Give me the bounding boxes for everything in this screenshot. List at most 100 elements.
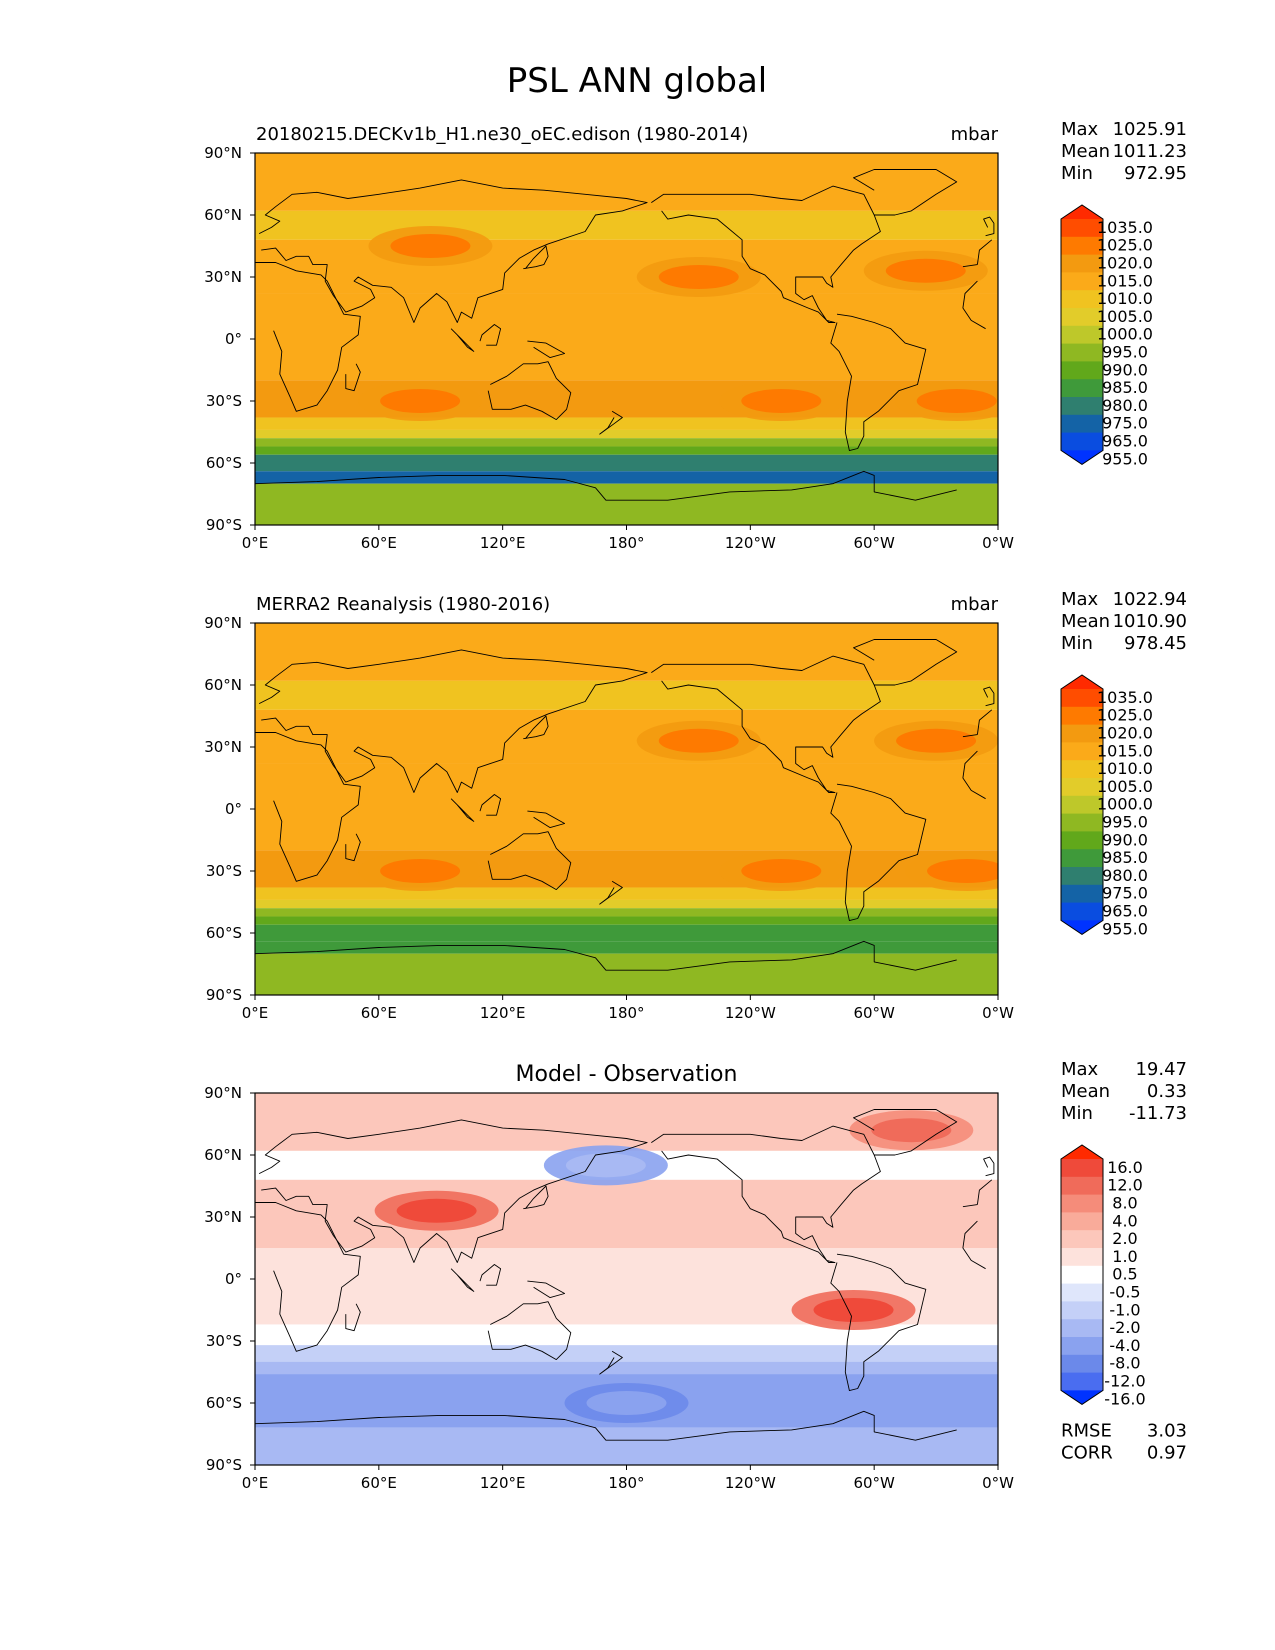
colorbar-segment: [1061, 867, 1103, 886]
colorbar-level-label: -8.0: [1109, 1354, 1140, 1373]
colorbar-level-label: 1000.0: [1097, 795, 1153, 814]
stat-min-value: -11.73: [1129, 1103, 1187, 1124]
coastline-2-2: [487, 1301, 572, 1361]
coastline-2-11: [599, 1350, 623, 1375]
colorbar-segment: [1061, 760, 1103, 779]
colorbar-level-label: 955.0: [1102, 919, 1148, 938]
panel-3: Model - Observation 0°E 60°E 120°E 180° 120°W…: [204, 1059, 1187, 1492]
colorbar-level-label: -0.5: [1109, 1283, 1140, 1302]
colorbar-segment: [1061, 706, 1103, 726]
lat-tick-label: 60°S: [206, 924, 242, 942]
colorbar-level-label: 965.0: [1102, 902, 1148, 921]
lat-tick-label: 60°S: [206, 454, 242, 472]
lat-tick-label: 30°N: [204, 738, 242, 756]
colorbar-extend-bottom: [1061, 1390, 1103, 1405]
colorbar-outline: [1060, 1144, 1104, 1406]
field-cell-3: [586, 1391, 667, 1415]
stat-min-label: Min: [1061, 1103, 1093, 1124]
stat-max-value: 1022.94: [1113, 589, 1187, 610]
coastline-2-4: [830, 1253, 927, 1392]
colorbar-level-label: 965.0: [1102, 432, 1148, 451]
colorbar-segment: [1061, 778, 1103, 797]
field-band-southern-ocean: [255, 454, 998, 472]
colorbar-segment: [1061, 1319, 1103, 1338]
stat-mean-value: 1011.23: [1113, 141, 1187, 162]
stat-min-value: 972.95: [1124, 163, 1187, 184]
coastline-0-7: [523, 245, 549, 270]
colorbar-level-label: 985.0: [1102, 848, 1148, 867]
coastline-0-4: [830, 313, 927, 452]
coastline-2-7: [523, 1185, 549, 1210]
lat-tick-label: 30°S: [206, 392, 242, 410]
colorbar-level-label: 975.0: [1102, 884, 1148, 903]
metric-rmse-label: RMSE: [1061, 1420, 1112, 1441]
stat-min-label: Min: [1061, 633, 1093, 654]
lon-tick-label: 120°W: [725, 534, 776, 552]
colorbar-level-label: 990.0: [1102, 830, 1148, 849]
colorbar-segment: [1061, 724, 1103, 743]
lon-tick-label: 0°W: [982, 1004, 1014, 1022]
colorbar-level-label: -4.0: [1109, 1336, 1140, 1355]
field-band-s-mid1: [255, 1345, 998, 1362]
field-band-s-sub: [255, 1324, 998, 1346]
lat-tick-label: 90°N: [204, 614, 242, 632]
coastline-1-10: [527, 810, 566, 829]
colorbar-level-label: 1025.0: [1097, 706, 1153, 725]
colorbar-extend-top: [1061, 1145, 1103, 1159]
lat-tick-label: 90°S: [206, 516, 242, 534]
lon-tick-label: 60°E: [361, 1004, 397, 1022]
lon-tick-label: 120°W: [725, 1474, 776, 1492]
coastline-0-9: [479, 324, 502, 346]
lon-tick-label: 60°W: [853, 1004, 895, 1022]
lon-tick-label: 0°E: [242, 1474, 269, 1492]
lat-tick-label: 0°: [225, 1270, 242, 1288]
colorbar-extend-top: [1061, 675, 1103, 689]
coastline-2-8: [450, 1268, 475, 1292]
colorbar-segment: [1061, 1176, 1103, 1196]
coastline-2-5: [853, 1109, 958, 1156]
lat-tick-label: 60°N: [204, 1146, 242, 1164]
colorbar-segment: [1061, 1194, 1103, 1213]
coastline-0-10: [527, 340, 566, 359]
field-band-s-mid4: [255, 446, 998, 455]
coastline-2-0: [255, 1202, 986, 1352]
coastline-1-13: [255, 940, 957, 971]
coastline-1-0: [255, 732, 986, 882]
colorbar-level-label: 995.0: [1102, 813, 1148, 832]
colorbar-outline: [1060, 204, 1104, 466]
field-cell-0: [658, 728, 739, 753]
lon-tick-label: 0°W: [982, 1474, 1014, 1492]
field-cell-3: [741, 859, 822, 883]
lat-tick-label: 90°N: [204, 1084, 242, 1102]
stat-mean-value: 1010.90: [1113, 611, 1187, 632]
coastline-0-8: [450, 328, 475, 352]
field-band-s-mid4: [255, 916, 998, 925]
field-cell-2: [380, 859, 461, 883]
field-band-n-sub: [255, 709, 998, 764]
field-band-circumpolar: [255, 941, 998, 954]
colorbar-level-label: -2.0: [1109, 1318, 1140, 1337]
metric-corr-label: CORR: [1061, 1442, 1113, 1463]
lat-tick-label: 30°S: [206, 862, 242, 880]
stat-max-value: 19.47: [1135, 1059, 1187, 1080]
colorbar-level-label: 990.0: [1102, 360, 1148, 379]
coastline-1-5: [853, 639, 958, 686]
colorbar-level-label: 1000.0: [1097, 325, 1153, 344]
field-band-s-mid2: [255, 1361, 998, 1375]
panel-title: 20180215.DECKv1b_H1.ne30_oEC.edison (198…: [256, 124, 748, 145]
stat-mean-label: Mean: [1061, 1081, 1110, 1102]
coastline-0-11: [599, 410, 623, 435]
colorbar-level-label: 1005.0: [1097, 307, 1153, 326]
coastline-0-12: [983, 216, 995, 237]
field-band-s-mid1: [255, 887, 998, 900]
field-band-s-mid3: [255, 908, 998, 917]
coastline-2-3: [651, 1125, 881, 1263]
lon-tick-label: 180°: [608, 1474, 644, 1492]
coastline-0-3: [651, 185, 881, 323]
colorbar-segment: [1061, 884, 1103, 904]
coastline-0-0: [255, 262, 986, 412]
map-field: [255, 1093, 998, 1465]
lon-tick-label: 60°W: [853, 1474, 895, 1492]
colorbar-segment: [1061, 1301, 1103, 1320]
